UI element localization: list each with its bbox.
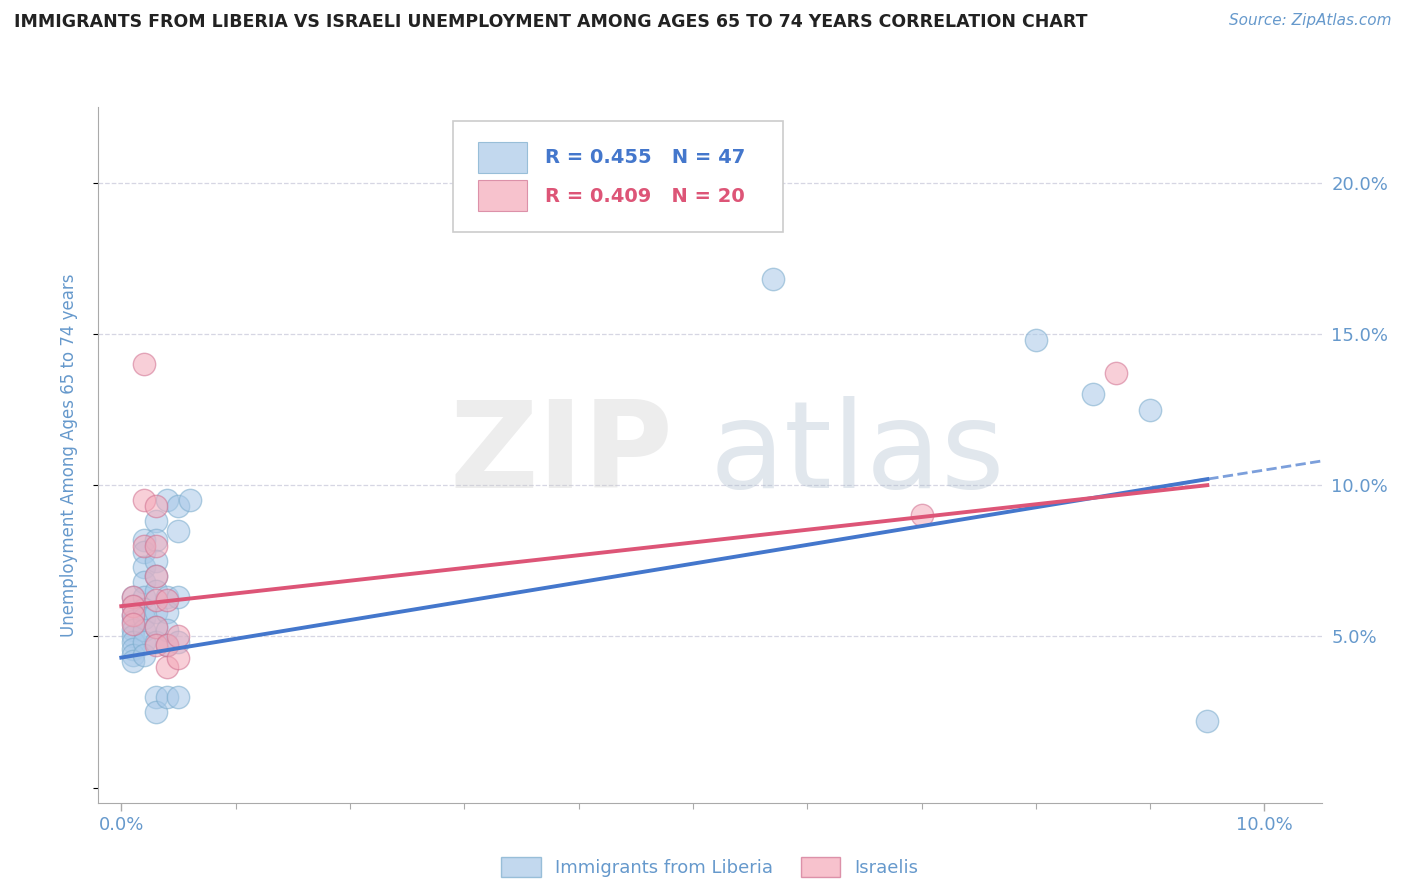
Point — [145, 605, 167, 619]
Point — [1139, 402, 1161, 417]
Point — [167, 500, 190, 514]
Point — [156, 605, 179, 619]
Point — [179, 493, 201, 508]
Legend: Immigrants from Liberia, Israelis: Immigrants from Liberia, Israelis — [494, 850, 927, 884]
Point — [134, 635, 156, 649]
Point — [121, 608, 143, 623]
Bar — [478, 142, 526, 173]
Point — [134, 624, 156, 638]
Point — [910, 508, 932, 523]
Point — [167, 635, 190, 649]
Point — [121, 648, 143, 662]
Point — [156, 639, 179, 653]
Text: IMMIGRANTS FROM LIBERIA VS ISRAELI UNEMPLOYMENT AMONG AGES 65 TO 74 YEARS CORREL: IMMIGRANTS FROM LIBERIA VS ISRAELI UNEMP… — [14, 13, 1088, 31]
Text: Source: ZipAtlas.com: Source: ZipAtlas.com — [1229, 13, 1392, 29]
Point — [156, 659, 179, 673]
Text: atlas: atlas — [710, 396, 1005, 514]
Point — [145, 569, 167, 583]
Point — [121, 624, 143, 638]
Point — [145, 690, 167, 704]
Point — [121, 590, 143, 604]
Point — [167, 629, 190, 643]
Point — [121, 629, 143, 643]
Point — [134, 611, 156, 625]
Point — [167, 590, 190, 604]
Point — [1081, 387, 1104, 401]
Point — [121, 615, 143, 629]
Point — [134, 559, 156, 574]
Bar — [478, 180, 526, 211]
Point — [145, 593, 167, 607]
Point — [121, 635, 143, 649]
Point — [134, 648, 156, 662]
Text: R = 0.455   N = 47: R = 0.455 N = 47 — [546, 148, 745, 168]
Point — [167, 690, 190, 704]
Point — [1197, 714, 1219, 728]
Point — [145, 539, 167, 553]
Point — [121, 641, 143, 656]
Point — [167, 650, 190, 665]
Point — [145, 639, 167, 653]
Point — [134, 533, 156, 547]
Point — [121, 617, 143, 632]
Point — [156, 593, 179, 607]
Point — [134, 590, 156, 604]
Point — [134, 545, 156, 559]
Point — [121, 654, 143, 668]
Point — [121, 590, 143, 604]
Point — [1025, 333, 1047, 347]
Point — [156, 690, 179, 704]
Point — [156, 639, 179, 653]
Point — [134, 539, 156, 553]
Point — [156, 624, 179, 638]
Point — [121, 599, 143, 614]
Point — [145, 515, 167, 529]
Point — [145, 569, 167, 583]
Point — [145, 620, 167, 634]
Text: ZIP: ZIP — [450, 396, 673, 514]
Point — [121, 608, 143, 623]
Point — [145, 620, 167, 634]
Point — [762, 272, 785, 286]
Point — [145, 500, 167, 514]
Point — [134, 493, 156, 508]
Point — [134, 357, 156, 371]
Point — [145, 554, 167, 568]
Point — [145, 584, 167, 599]
Point — [121, 599, 143, 614]
Point — [145, 705, 167, 719]
Point — [134, 602, 156, 616]
Text: R = 0.409   N = 20: R = 0.409 N = 20 — [546, 186, 745, 205]
Point — [167, 524, 190, 538]
Point — [156, 590, 179, 604]
FancyBboxPatch shape — [453, 121, 783, 232]
Y-axis label: Unemployment Among Ages 65 to 74 years: Unemployment Among Ages 65 to 74 years — [59, 273, 77, 637]
Point — [134, 574, 156, 589]
Point — [145, 533, 167, 547]
Point — [1105, 366, 1128, 380]
Point — [156, 493, 179, 508]
Point — [145, 635, 167, 649]
